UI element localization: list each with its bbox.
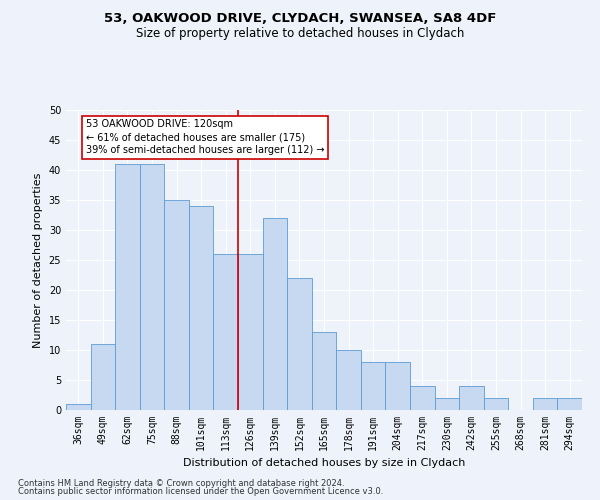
Bar bbox=[287, 278, 312, 410]
Text: 53, OAKWOOD DRIVE, CLYDACH, SWANSEA, SA8 4DF: 53, OAKWOOD DRIVE, CLYDACH, SWANSEA, SA8… bbox=[104, 12, 496, 26]
Bar bbox=[312, 332, 336, 410]
Bar bbox=[140, 164, 164, 410]
Bar bbox=[336, 350, 361, 410]
Bar bbox=[164, 200, 189, 410]
Text: Contains HM Land Registry data © Crown copyright and database right 2024.: Contains HM Land Registry data © Crown c… bbox=[18, 478, 344, 488]
Bar bbox=[533, 398, 557, 410]
Bar bbox=[238, 254, 263, 410]
Y-axis label: Number of detached properties: Number of detached properties bbox=[33, 172, 43, 348]
X-axis label: Distribution of detached houses by size in Clydach: Distribution of detached houses by size … bbox=[183, 458, 465, 468]
Bar bbox=[557, 398, 582, 410]
Bar bbox=[385, 362, 410, 410]
Bar bbox=[410, 386, 434, 410]
Bar bbox=[263, 218, 287, 410]
Bar bbox=[434, 398, 459, 410]
Bar bbox=[214, 254, 238, 410]
Bar bbox=[189, 206, 214, 410]
Bar bbox=[115, 164, 140, 410]
Bar bbox=[361, 362, 385, 410]
Text: Size of property relative to detached houses in Clydach: Size of property relative to detached ho… bbox=[136, 28, 464, 40]
Bar bbox=[91, 344, 115, 410]
Text: Contains public sector information licensed under the Open Government Licence v3: Contains public sector information licen… bbox=[18, 487, 383, 496]
Bar bbox=[66, 404, 91, 410]
Bar bbox=[484, 398, 508, 410]
Bar bbox=[459, 386, 484, 410]
Text: 53 OAKWOOD DRIVE: 120sqm
← 61% of detached houses are smaller (175)
39% of semi-: 53 OAKWOOD DRIVE: 120sqm ← 61% of detach… bbox=[86, 119, 324, 156]
